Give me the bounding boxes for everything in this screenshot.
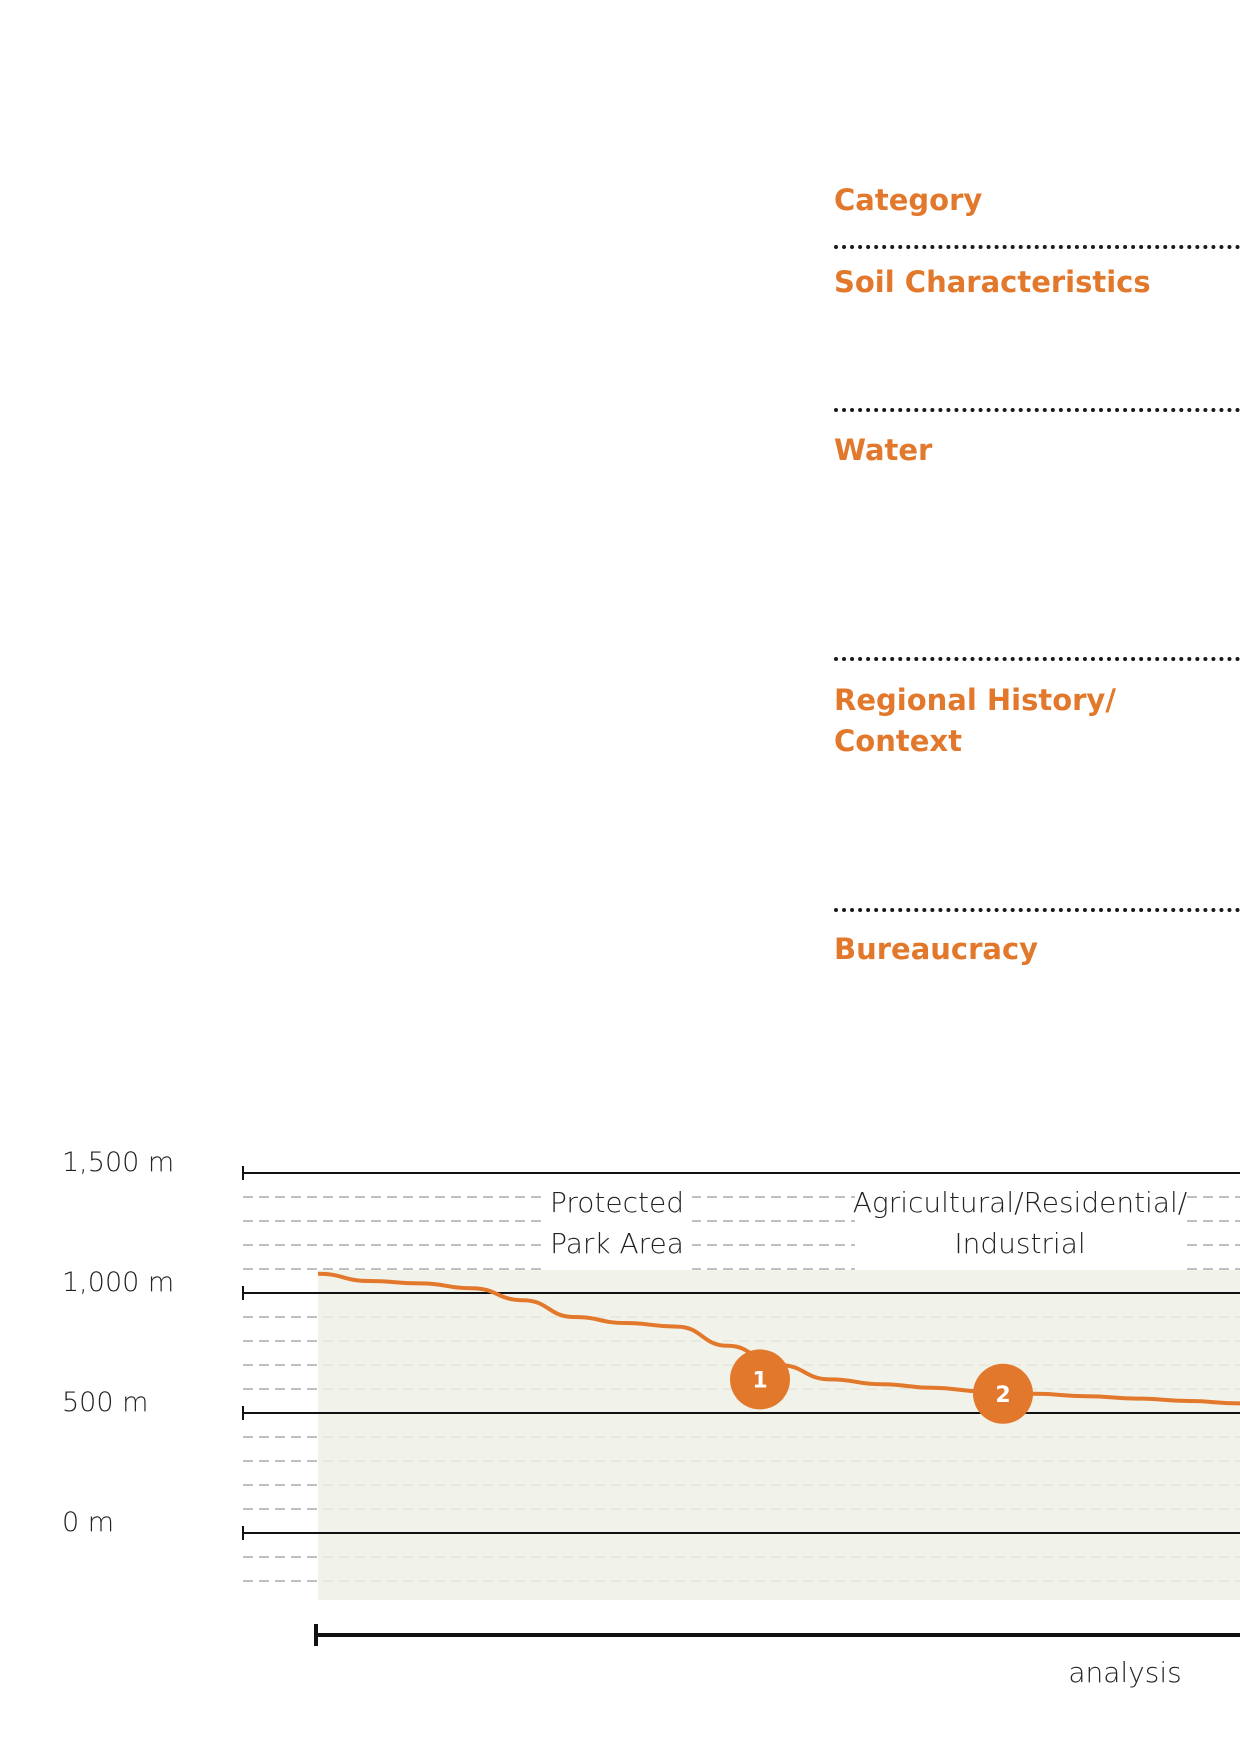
marker-label: 1 xyxy=(752,1368,767,1393)
zone-protected-line1: Protected xyxy=(550,1186,684,1219)
elevation-gridlines xyxy=(242,1166,1240,1540)
history-category: Regional History/ Context xyxy=(834,680,1240,762)
water-category-label: Water xyxy=(834,433,933,467)
y-axis-labels: 1,500 m 1,000 m 500 m 0 m xyxy=(62,1147,174,1538)
marker-circle xyxy=(973,1363,1033,1424)
y-tick-label: 0 m xyxy=(62,1507,114,1538)
zone-label-bg xyxy=(855,1186,1185,1270)
terrain-area xyxy=(318,1270,1240,1600)
soil-category-label: Soil Characteristics xyxy=(834,265,1151,299)
divider xyxy=(834,408,1240,412)
divider xyxy=(834,908,1240,912)
divider xyxy=(834,657,1240,661)
zone-label-bg xyxy=(542,1186,692,1270)
category-header: Category xyxy=(834,180,1240,221)
marker-label: 2 xyxy=(995,1383,1010,1408)
x-axis-caption: analysis xyxy=(1068,1656,1181,1689)
category-header-text: Category xyxy=(834,183,983,217)
marker-circle xyxy=(730,1349,790,1410)
zone-agricultural-line2: Industrial xyxy=(954,1227,1085,1260)
water-category: Water xyxy=(834,430,1240,471)
history-category-label-line1: Regional History/ xyxy=(834,683,1116,717)
profile-markers: 12 xyxy=(730,1349,1033,1424)
zone-protected-line2: Park Area xyxy=(550,1227,684,1260)
elevation-profile-chart: 1,500 m 1,000 m 500 m 0 m Protected Park Ar… xyxy=(62,1147,1240,1689)
divider xyxy=(834,245,1240,249)
bureaucracy-category-label: Bureaucracy xyxy=(834,932,1039,966)
soil-category: Soil Characteristics xyxy=(834,262,1240,303)
bureaucracy-category: Bureaucracy xyxy=(834,929,1240,970)
y-tick-label: 500 m xyxy=(62,1387,148,1418)
history-category-label-line2: Context xyxy=(834,724,962,758)
y-tick-label: 1,500 m xyxy=(62,1147,174,1178)
zone-agricultural-line1: Agricultural/Residential/ xyxy=(853,1186,1187,1219)
y-tick-label: 1,000 m xyxy=(62,1267,174,1298)
